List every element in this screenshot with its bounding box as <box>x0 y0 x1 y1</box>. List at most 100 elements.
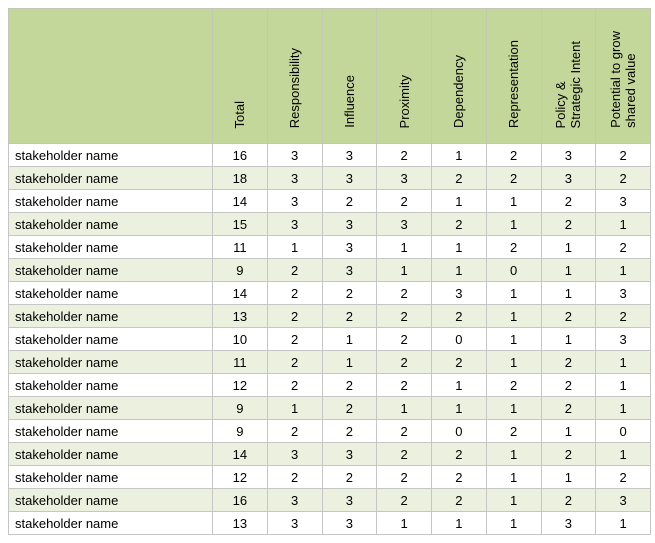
score-cell: 2 <box>376 281 432 305</box>
score-cell: 3 <box>540 166 597 190</box>
score-cell: 2 <box>540 212 597 236</box>
score-cell: 12 <box>212 373 268 397</box>
score-cell: 1 <box>540 258 597 282</box>
score-cell: 14 <box>212 442 268 466</box>
score-cell: 1 <box>540 281 597 305</box>
score-cell: 1 <box>595 511 651 535</box>
score-cell: 3 <box>595 327 651 351</box>
score-cell: 1 <box>376 511 432 535</box>
score-cell: 13 <box>212 511 268 535</box>
score-cell: 9 <box>212 419 268 443</box>
column-header-policy-strategic-intent: Policy & Strategic Intent <box>540 8 597 144</box>
score-cell: 3 <box>266 442 323 466</box>
score-cell: 14 <box>212 189 268 213</box>
score-cell: 1 <box>595 258 651 282</box>
score-cell: 0 <box>431 327 487 351</box>
score-cell: 2 <box>540 488 597 512</box>
score-cell: 2 <box>595 143 651 167</box>
score-cell: 2 <box>376 350 432 374</box>
stakeholder-name-cell: stakeholder name <box>8 235 213 259</box>
score-cell: 1 <box>595 212 651 236</box>
score-cell: 3 <box>321 488 378 512</box>
score-cell: 0 <box>595 419 651 443</box>
score-cell: 1 <box>485 350 542 374</box>
score-cell: 2 <box>485 143 542 167</box>
score-cell: 3 <box>321 442 378 466</box>
table-row: stakeholder name 9 2 3 1 1 0 1 1 <box>8 258 651 282</box>
column-header-dependency: Dependency <box>431 8 487 144</box>
stakeholder-name-cell: stakeholder name <box>8 442 213 466</box>
stakeholder-name-cell: stakeholder name <box>8 350 213 374</box>
score-cell: 2 <box>431 442 487 466</box>
column-header-label: Responsibility <box>287 47 303 128</box>
stakeholder-name-cell: stakeholder name <box>8 258 213 282</box>
score-cell: 2 <box>376 304 432 328</box>
score-cell: 1 <box>595 396 651 420</box>
score-cell: 2 <box>376 442 432 466</box>
score-cell: 2 <box>485 235 542 259</box>
score-cell: 2 <box>540 442 597 466</box>
stakeholder-scoring-table: Total Responsibility Influence Proximity… <box>8 8 651 535</box>
score-cell: 3 <box>595 189 651 213</box>
table-body: stakeholder name 16 3 3 2 1 2 3 2 stakeholder nam… <box>8 143 651 535</box>
score-cell: 3 <box>266 166 323 190</box>
stakeholder-name-cell: stakeholder name <box>8 419 213 443</box>
score-cell: 1 <box>540 327 597 351</box>
table-row: stakeholder name 16 3 3 2 1 2 3 2 <box>8 143 651 167</box>
column-header-label: Dependency <box>451 55 467 128</box>
stakeholder-name-cell: stakeholder name <box>8 143 213 167</box>
score-cell: 2 <box>431 212 487 236</box>
score-cell: 3 <box>266 189 323 213</box>
table-row: stakeholder name 9 2 2 2 0 2 1 0 <box>8 419 651 443</box>
score-cell: 1 <box>321 350 378 374</box>
score-cell: 1 <box>540 419 597 443</box>
score-cell: 15 <box>212 212 268 236</box>
score-cell: 3 <box>540 511 597 535</box>
score-cell: 12 <box>212 465 268 489</box>
score-cell: 2 <box>431 465 487 489</box>
table-header: Total Responsibility Influence Proximity… <box>8 8 651 144</box>
score-cell: 2 <box>266 281 323 305</box>
score-cell: 3 <box>376 212 432 236</box>
score-cell: 3 <box>595 281 651 305</box>
stakeholder-name-cell: stakeholder name <box>8 465 213 489</box>
score-cell: 1 <box>376 396 432 420</box>
score-cell: 2 <box>431 304 487 328</box>
score-cell: 1 <box>485 212 542 236</box>
score-cell: 1 <box>485 189 542 213</box>
score-cell: 2 <box>266 304 323 328</box>
table-row: stakeholder name 10 2 1 2 0 1 1 3 <box>8 327 651 351</box>
score-cell: 2 <box>266 258 323 282</box>
score-cell: 11 <box>212 350 268 374</box>
score-cell: 1 <box>485 281 542 305</box>
score-cell: 2 <box>321 419 378 443</box>
score-cell: 2 <box>321 396 378 420</box>
score-cell: 1 <box>485 327 542 351</box>
column-header-label: Total <box>232 100 248 128</box>
score-cell: 2 <box>540 304 597 328</box>
score-cell: 2 <box>485 373 542 397</box>
table-row: stakeholder name 14 2 2 2 3 1 1 3 <box>8 281 651 305</box>
score-cell: 2 <box>431 166 487 190</box>
score-cell: 0 <box>485 258 542 282</box>
score-cell: 3 <box>321 212 378 236</box>
score-cell: 16 <box>212 143 268 167</box>
score-cell: 3 <box>321 235 378 259</box>
column-header-label: Proximity <box>396 74 412 128</box>
score-cell: 1 <box>595 442 651 466</box>
column-header-total: Total <box>212 8 268 144</box>
score-cell: 1 <box>376 258 432 282</box>
score-cell: 2 <box>376 189 432 213</box>
score-cell: 13 <box>212 304 268 328</box>
score-cell: 3 <box>321 143 378 167</box>
score-cell: 9 <box>212 258 268 282</box>
column-header-label: Influence <box>341 75 357 128</box>
score-cell: 3 <box>266 511 323 535</box>
score-cell: 3 <box>321 511 378 535</box>
column-header-representation: Representation <box>485 8 542 144</box>
score-cell: 2 <box>376 488 432 512</box>
table-row: stakeholder name 14 3 2 2 1 1 2 3 <box>8 189 651 213</box>
score-cell: 2 <box>321 304 378 328</box>
stakeholder-name-cell: stakeholder name <box>8 281 213 305</box>
